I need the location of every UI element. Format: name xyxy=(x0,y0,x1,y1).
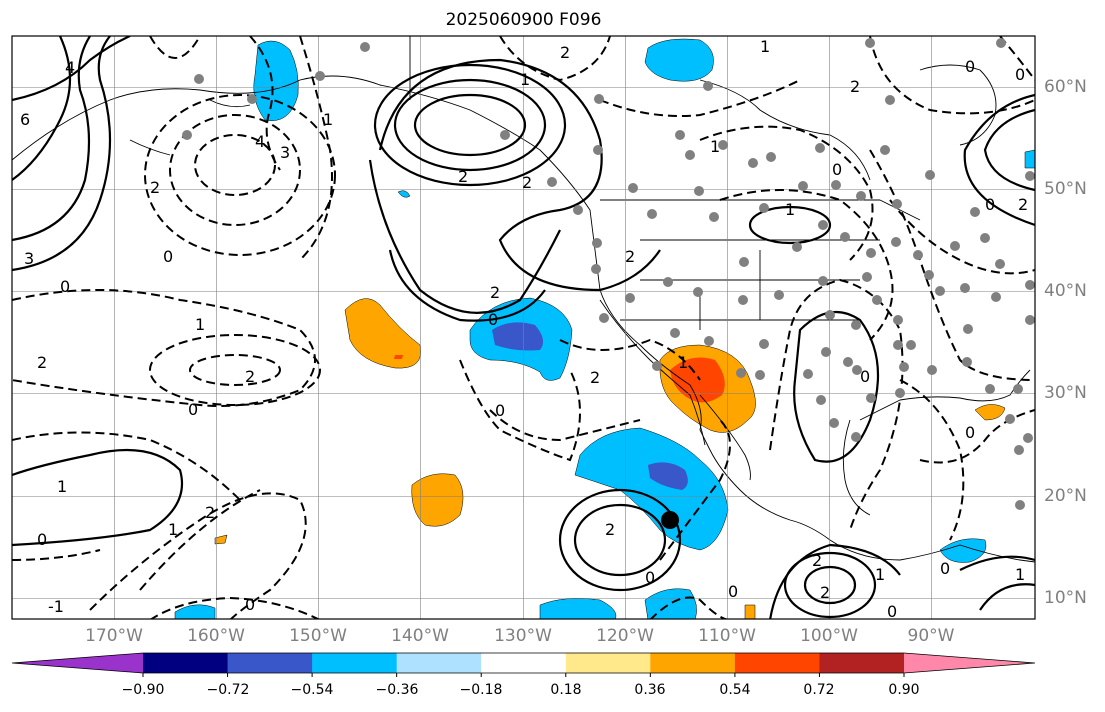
lat-label: 10°N xyxy=(1044,588,1087,608)
colorbar-min-extend xyxy=(12,653,143,673)
contour-label: 2 xyxy=(625,247,635,266)
lon-label: 170°W xyxy=(85,626,143,646)
contour-label: 0 xyxy=(488,310,498,329)
shading-layer xyxy=(174,38,1035,619)
contour-label: 0 xyxy=(37,530,47,549)
colorbar-tick-label: 0.72 xyxy=(803,682,835,698)
station-dots xyxy=(182,38,1035,510)
colorbar-segment xyxy=(481,653,567,673)
lat-label: 60°N xyxy=(1044,77,1087,97)
lon-label: 160°W xyxy=(187,626,245,646)
contour-label: 0 xyxy=(188,400,198,419)
storm-center-marker xyxy=(661,511,679,529)
contour-label: 2 xyxy=(605,520,615,539)
contour-label: 2 xyxy=(590,368,600,387)
lon-label: 130°W xyxy=(494,626,552,646)
contour-label: 2 xyxy=(150,178,160,197)
colorbar-segment xyxy=(734,653,820,673)
lon-label: 110°W xyxy=(698,626,756,646)
colorbar-tick-label: −0.54 xyxy=(290,682,334,698)
contour-label: 1 xyxy=(168,520,178,539)
contour-label: 2 xyxy=(560,43,570,62)
colorbar-segment xyxy=(143,653,229,673)
contour-label: 1 xyxy=(710,137,720,156)
colorbar-tick-label: −0.90 xyxy=(121,682,165,698)
colorbar-segment xyxy=(650,653,736,673)
positive-contours xyxy=(12,36,1035,619)
contour-label: 6 xyxy=(20,110,30,129)
colorbar-max-extend xyxy=(904,653,1035,673)
colorbar-segment xyxy=(312,653,398,673)
lat-label: 20°N xyxy=(1044,486,1087,506)
contour-label: 1 xyxy=(1015,565,1025,584)
contour-label: 0 xyxy=(860,367,870,386)
contour-label: 2 xyxy=(205,503,215,522)
colorbar-tick-label: −0.18 xyxy=(459,682,503,698)
colorbar-tick-label: −0.72 xyxy=(206,682,250,698)
lon-label: 120°W xyxy=(596,626,654,646)
colorbar-tick-label: 0.54 xyxy=(719,682,751,698)
contour-label: 0 xyxy=(60,277,70,296)
colorbar-segment xyxy=(819,653,905,673)
colorbar-tick-label: −0.36 xyxy=(375,682,419,698)
contour-label: 0 xyxy=(728,582,738,601)
lon-label: 150°W xyxy=(289,626,347,646)
contour-label: 2 xyxy=(1018,195,1028,214)
contour-label: 1 xyxy=(195,315,205,334)
contour-label: 0 xyxy=(965,57,975,76)
contour-label: 0 xyxy=(1015,65,1025,84)
colorbar-tick-label: 0.90 xyxy=(888,682,920,698)
lat-label: 40°N xyxy=(1044,281,1087,301)
contour-label: 0 xyxy=(163,247,173,266)
lon-label: 140°W xyxy=(391,626,449,646)
contour-label: 1 xyxy=(785,200,795,219)
contour-label: 2 xyxy=(490,283,500,302)
contour-label: 2 xyxy=(820,583,830,602)
colorbar-tick-label: 0.18 xyxy=(550,682,582,698)
contour-label: 2 xyxy=(37,353,47,372)
contour-label: 0 xyxy=(887,602,897,621)
colorbar-segment xyxy=(227,653,313,673)
contour-label: 0 xyxy=(245,595,255,614)
contour-label: 3 xyxy=(24,249,34,268)
contour-label: -1 xyxy=(48,597,64,616)
contour-label: 1 xyxy=(875,565,885,584)
lon-label: 100°W xyxy=(800,626,858,646)
colorbar-segment xyxy=(565,653,651,673)
contour-label: 1 xyxy=(57,477,67,496)
contour-label: 4 xyxy=(255,132,265,151)
colorbar-tick-label: 0.36 xyxy=(634,682,666,698)
contour-label: 2 xyxy=(850,77,860,96)
map-frame xyxy=(11,35,1036,620)
contour-label: 4 xyxy=(65,58,75,77)
contour-label: 1 xyxy=(520,70,530,89)
contour-label: 2 xyxy=(458,167,468,186)
contour-label: 0 xyxy=(985,195,995,214)
contour-label: 3 xyxy=(280,143,290,162)
lon-label: 90°W xyxy=(907,626,955,646)
contour-label: 0 xyxy=(645,568,655,587)
map-title: 2025060900 F096 xyxy=(445,10,602,30)
contour-label: 1 xyxy=(323,110,333,129)
contour-label: 0 xyxy=(495,401,505,420)
contour-label: 2 xyxy=(245,367,255,386)
contour-label: 2 xyxy=(522,173,532,192)
contour-label: 0 xyxy=(832,160,842,179)
lat-label: 30°N xyxy=(1044,383,1087,403)
contour-label: 0 xyxy=(965,423,975,442)
contour-label: 1 xyxy=(678,353,688,372)
contour-labels: 4 6 3 0 1 2 2 0 1 0 2 1 0 -1 4 3 2 0 1 1… xyxy=(20,37,1028,621)
contour-label: 1 xyxy=(760,37,770,56)
colorbar-segments xyxy=(143,653,905,673)
contour-label: 0 xyxy=(940,559,950,578)
contour-label: 2 xyxy=(812,551,822,570)
lat-label: 50°N xyxy=(1044,179,1087,199)
colorbar-segment xyxy=(396,653,482,673)
